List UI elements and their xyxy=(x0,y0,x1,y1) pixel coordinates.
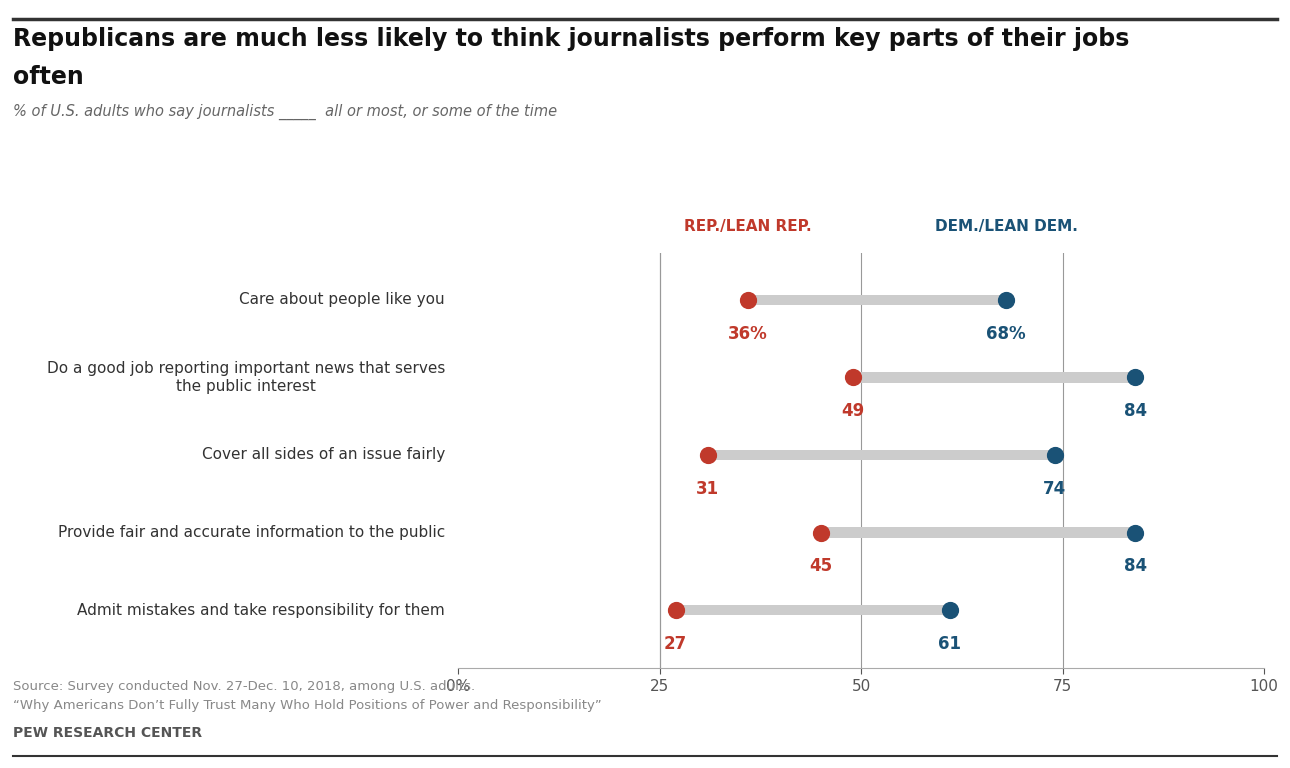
Text: DEM./LEAN DEM.: DEM./LEAN DEM. xyxy=(935,219,1077,234)
Point xyxy=(1125,526,1146,538)
Point xyxy=(996,294,1017,306)
Text: 61: 61 xyxy=(938,635,961,653)
Text: 27: 27 xyxy=(664,635,688,653)
Text: 84: 84 xyxy=(1124,402,1147,420)
Text: 49: 49 xyxy=(841,402,864,420)
Text: 45: 45 xyxy=(809,558,832,575)
Text: Source: Survey conducted Nov. 27-Dec. 10, 2018, among U.S. adults.: Source: Survey conducted Nov. 27-Dec. 10… xyxy=(13,680,475,693)
Bar xyxy=(708,450,1055,460)
Point xyxy=(666,604,686,616)
Text: Admit mistakes and take responsibility for them: Admit mistakes and take responsibility f… xyxy=(77,603,445,617)
Text: Do a good job reporting important news that serves
the public interest: Do a good job reporting important news t… xyxy=(46,361,445,394)
Text: Care about people like you: Care about people like you xyxy=(240,293,445,307)
Bar xyxy=(820,528,1135,538)
Bar xyxy=(853,372,1135,382)
Text: 84: 84 xyxy=(1124,558,1147,575)
Point xyxy=(1045,449,1066,461)
Point xyxy=(738,294,759,306)
Text: often: often xyxy=(13,65,84,89)
Point xyxy=(698,449,719,461)
Text: Provide fair and accurate information to the public: Provide fair and accurate information to… xyxy=(58,525,445,540)
Point xyxy=(1125,371,1146,383)
Bar xyxy=(676,605,949,615)
Text: “Why Americans Don’t Fully Trust Many Who Hold Positions of Power and Responsibi: “Why Americans Don’t Fully Trust Many Wh… xyxy=(13,699,601,712)
Text: REP./LEAN REP.: REP./LEAN REP. xyxy=(685,219,811,234)
Text: 31: 31 xyxy=(697,480,720,498)
Point xyxy=(810,526,831,538)
Text: 68%: 68% xyxy=(987,325,1026,343)
Text: PEW RESEARCH CENTER: PEW RESEARCH CENTER xyxy=(13,726,203,740)
Text: Republicans are much less likely to think journalists perform key parts of their: Republicans are much less likely to thin… xyxy=(13,27,1129,51)
Text: % of U.S. adults who say journalists _____  all or most, or some of the time: % of U.S. adults who say journalists ___… xyxy=(13,104,557,120)
Text: 74: 74 xyxy=(1042,480,1067,498)
Text: Cover all sides of an issue fairly: Cover all sides of an issue fairly xyxy=(201,448,445,462)
Text: 36%: 36% xyxy=(729,325,768,343)
Point xyxy=(842,371,863,383)
Bar xyxy=(748,295,1006,305)
Point xyxy=(939,604,960,616)
